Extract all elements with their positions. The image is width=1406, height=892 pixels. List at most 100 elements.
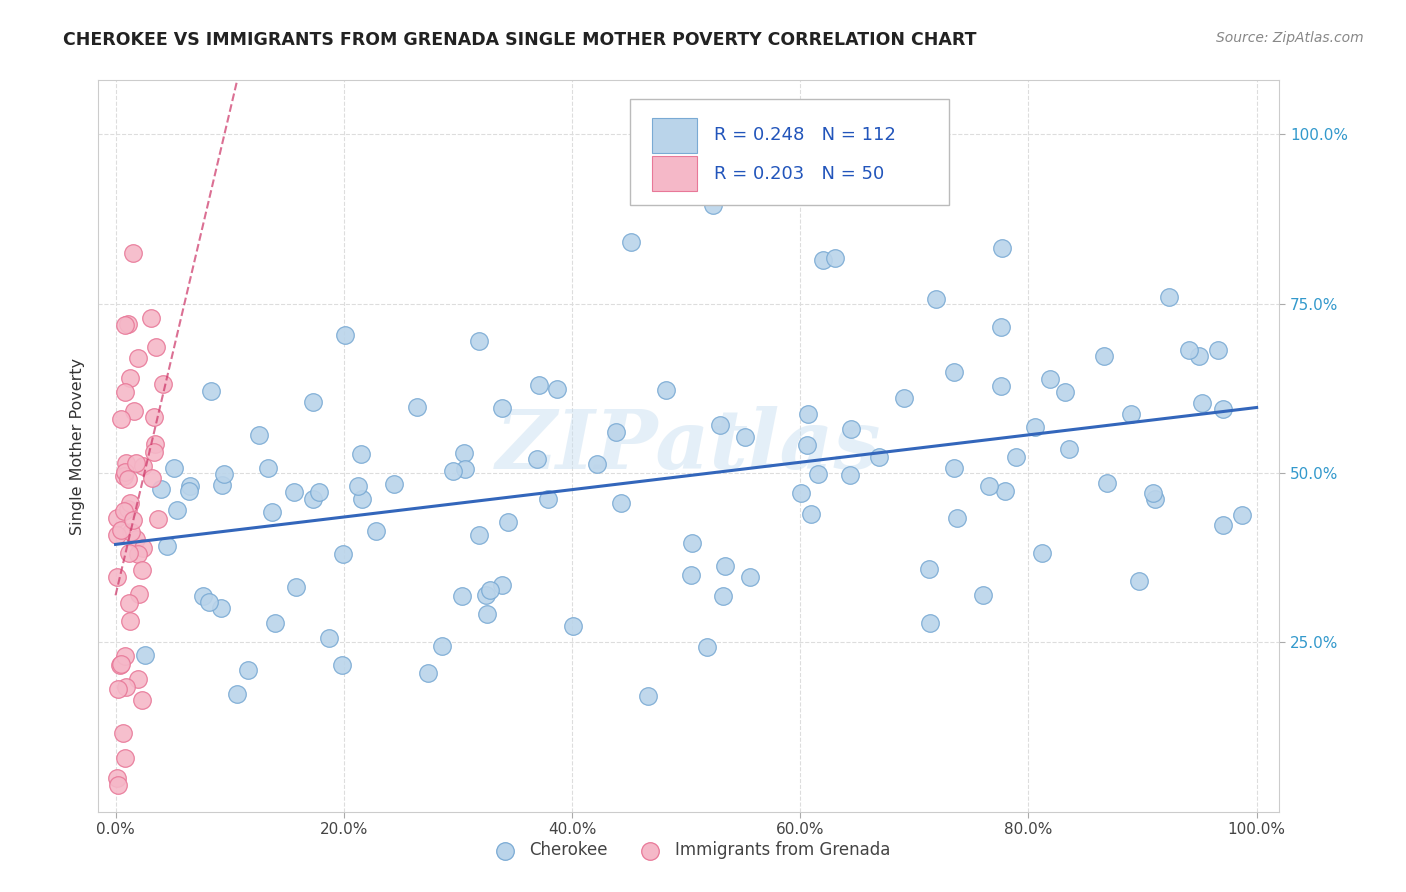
Point (526, 452, 548, 467)
Point (112, 504, 135, 518)
Point (110, 657, 132, 671)
Point (198, 594, 221, 608)
Point (112, 469, 135, 483)
Point (117, 502, 139, 516)
Text: R = 0.203   N = 50: R = 0.203 N = 50 (714, 165, 884, 183)
Point (118, 546, 141, 560)
Point (918, 562, 941, 576)
Point (546, 382, 568, 396)
Point (529, 378, 551, 392)
Point (236, 664, 259, 678)
Point (139, 310, 162, 325)
FancyBboxPatch shape (630, 99, 949, 204)
Y-axis label: Single Mother Poverty: Single Mother Poverty (69, 358, 84, 534)
Point (1191, 396, 1213, 410)
Point (301, 395, 323, 409)
Point (475, 588, 498, 602)
Text: R = 0.248   N = 112: R = 0.248 N = 112 (714, 126, 896, 145)
Point (332, 547, 354, 561)
Point (115, 680, 138, 694)
Point (679, 568, 702, 582)
Point (1212, 517, 1234, 532)
Point (406, 400, 429, 414)
Point (193, 590, 215, 604)
Point (586, 457, 609, 471)
Point (738, 570, 761, 584)
Point (382, 477, 405, 491)
Point (467, 527, 489, 541)
Point (734, 430, 756, 444)
Point (990, 319, 1012, 334)
Point (333, 328, 356, 343)
Point (1142, 485, 1164, 500)
Point (107, 681, 129, 696)
Point (120, 524, 142, 539)
Point (301, 492, 323, 507)
Point (263, 615, 285, 630)
Point (637, 689, 659, 703)
Point (1230, 508, 1253, 523)
Point (262, 505, 284, 519)
Point (132, 541, 155, 555)
Point (1159, 290, 1181, 304)
Point (619, 235, 641, 249)
Point (824, 251, 846, 265)
Point (114, 648, 136, 663)
Point (790, 485, 813, 500)
Point (796, 438, 818, 452)
Point (120, 371, 142, 385)
Point (1039, 371, 1062, 385)
Point (491, 401, 513, 416)
Point (166, 502, 188, 516)
Point (114, 318, 136, 332)
Point (226, 687, 249, 701)
Point (942, 365, 965, 379)
Point (117, 317, 139, 331)
Point (1092, 349, 1115, 363)
Point (318, 631, 340, 645)
Point (1144, 491, 1167, 506)
Point (141, 471, 163, 485)
Point (491, 578, 513, 592)
Point (114, 465, 136, 479)
Point (211, 477, 233, 491)
Point (943, 460, 966, 475)
Point (257, 460, 280, 475)
Point (114, 750, 136, 764)
Point (114, 384, 136, 399)
Point (1057, 442, 1080, 457)
Point (127, 351, 149, 365)
Point (247, 428, 270, 442)
Point (610, 496, 633, 510)
Point (132, 458, 155, 473)
Point (145, 340, 167, 354)
Point (131, 563, 153, 577)
Point (350, 492, 373, 507)
Point (131, 693, 153, 707)
Point (108, 658, 131, 673)
Point (162, 461, 184, 475)
Point (709, 418, 731, 433)
Point (179, 479, 201, 493)
Point (156, 539, 179, 553)
Point (478, 582, 501, 597)
Point (148, 512, 170, 526)
Point (349, 446, 371, 460)
Point (807, 467, 830, 481)
Point (346, 479, 368, 493)
Point (1188, 349, 1211, 363)
Point (441, 464, 464, 478)
Point (110, 523, 132, 537)
Point (127, 547, 149, 561)
Point (1005, 450, 1028, 464)
Text: Source: ZipAtlas.com: Source: ZipAtlas.com (1216, 31, 1364, 45)
Point (1128, 574, 1150, 588)
Point (562, 619, 585, 633)
Point (451, 589, 474, 603)
Point (681, 535, 703, 549)
Text: CHEROKEE VS IMMIGRANTS FROM GRENADA SINGLE MOTHER POVERTY CORRELATION CHART: CHEROKEE VS IMMIGRANTS FROM GRENADA SING… (63, 31, 977, 49)
Point (1031, 546, 1053, 560)
Point (537, 492, 560, 507)
Point (1206, 343, 1229, 358)
Point (107, 778, 129, 792)
